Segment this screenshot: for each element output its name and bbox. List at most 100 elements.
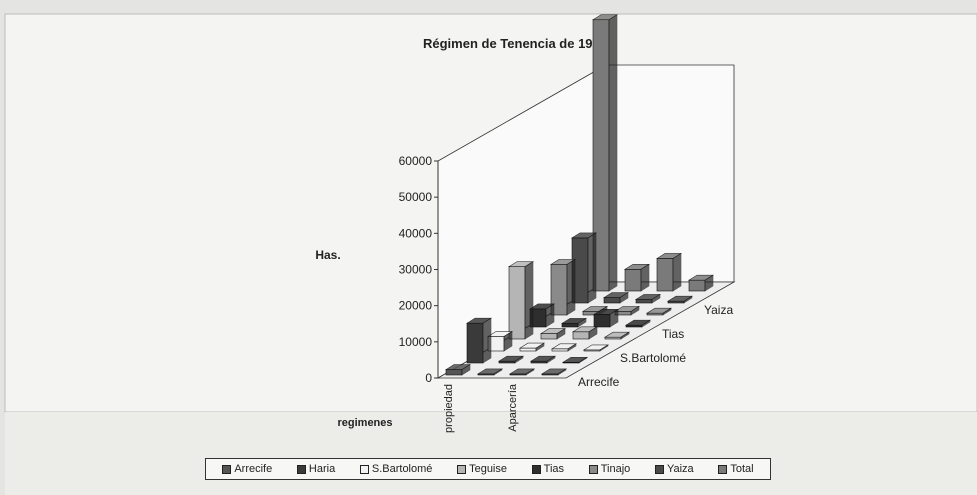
bar-side [546,355,556,364]
bar [634,293,662,304]
legend-swatch [654,464,664,474]
x-tick-label: propiedad [443,384,455,433]
bar-front [508,266,526,340]
depth-label: S.Bartolomé [620,351,686,365]
depth-label: Yaiza [704,303,733,317]
bar [666,295,694,304]
bar-side [503,330,513,352]
bar-front [593,314,611,328]
bar [539,328,567,340]
bar [655,252,683,292]
bar-side [567,343,577,352]
legend-item: Total [718,463,754,475]
legend: Arrecife Haria S.Bartolomé Teguise Tias Tinaj… [205,458,771,480]
bar [550,343,578,352]
bar [549,258,577,316]
bar-side [662,307,672,316]
depth-label: Tias [662,327,684,341]
bar-side [609,308,619,328]
legend-item: Haria [296,463,336,475]
y-tick-label: 40000 [399,226,433,240]
bar [560,317,588,328]
bar-side [588,326,598,340]
bar [687,274,715,292]
legend-label: Teguise [469,463,507,475]
bar [465,317,493,364]
bar [486,330,514,352]
bar-front [635,299,653,304]
bar [582,344,610,352]
y-axis-label: Has. [315,248,340,262]
legend-swatch [457,464,467,474]
bar-front [603,297,621,304]
bar [507,261,535,340]
chart-title: Régimen de Tenencia de 1962 [423,36,607,51]
bar-side [620,331,630,340]
legend-label: Arrecife [234,463,273,475]
bar-front [656,258,674,292]
y-tick-label: 20000 [399,299,433,313]
legend-swatch [296,464,306,474]
back-wall [605,64,735,283]
y-tick-label: 60000 [399,154,433,168]
bar [497,355,525,364]
bar [476,368,504,376]
bar-front [445,369,463,376]
bar-side [566,258,576,316]
bar [591,14,619,292]
bar [444,364,472,376]
legend-label: S.Bartolomé [371,463,433,475]
depth-label: Arrecife [578,375,620,389]
bar-side [640,263,650,292]
bar [623,263,651,292]
bar-front [466,322,484,364]
bar-side [630,305,640,316]
bar-side [524,261,534,340]
bar [508,368,536,376]
y-tick-label: 10000 [399,335,433,349]
legend-swatch [359,464,369,474]
bar [518,342,546,352]
bar [529,355,557,364]
bar-front [688,279,706,292]
legend-swatch [718,464,728,474]
bar [561,356,589,364]
y-tick-label: 50000 [399,190,433,204]
legend-item: Tinajo [588,463,631,475]
bar-front [551,348,569,352]
bar-side [545,303,555,328]
legend-item: Yaiza [654,463,694,475]
bar-side [672,252,682,292]
legend-swatch [588,464,598,474]
legend-label: Tinajo [600,463,631,475]
x-tick-label: Aparcería [507,383,519,432]
bar-side [651,293,661,304]
lower-area [5,412,977,495]
y-tick-label: 0 [425,371,432,385]
bar [645,307,673,316]
bar [603,331,631,340]
bar-side [704,274,714,292]
bar-side [514,355,524,364]
bar-front [540,333,558,340]
bar [624,319,652,328]
bar-side [578,356,588,364]
legend-swatch [222,464,232,474]
bar [592,308,620,328]
bar-side [683,295,693,304]
x-axis-label: regimenes [337,417,392,429]
legend-swatch [531,464,541,474]
bar [571,326,599,340]
y-tick-label: 30000 [399,263,433,277]
bar-side [535,342,545,352]
bar-side [557,368,567,376]
bar-side [608,14,618,292]
bar-side [577,317,587,328]
bar-front [519,347,537,352]
bar-side [599,344,609,352]
bar [570,232,598,304]
bar-side [525,368,535,376]
legend-label: Haria [308,463,336,475]
